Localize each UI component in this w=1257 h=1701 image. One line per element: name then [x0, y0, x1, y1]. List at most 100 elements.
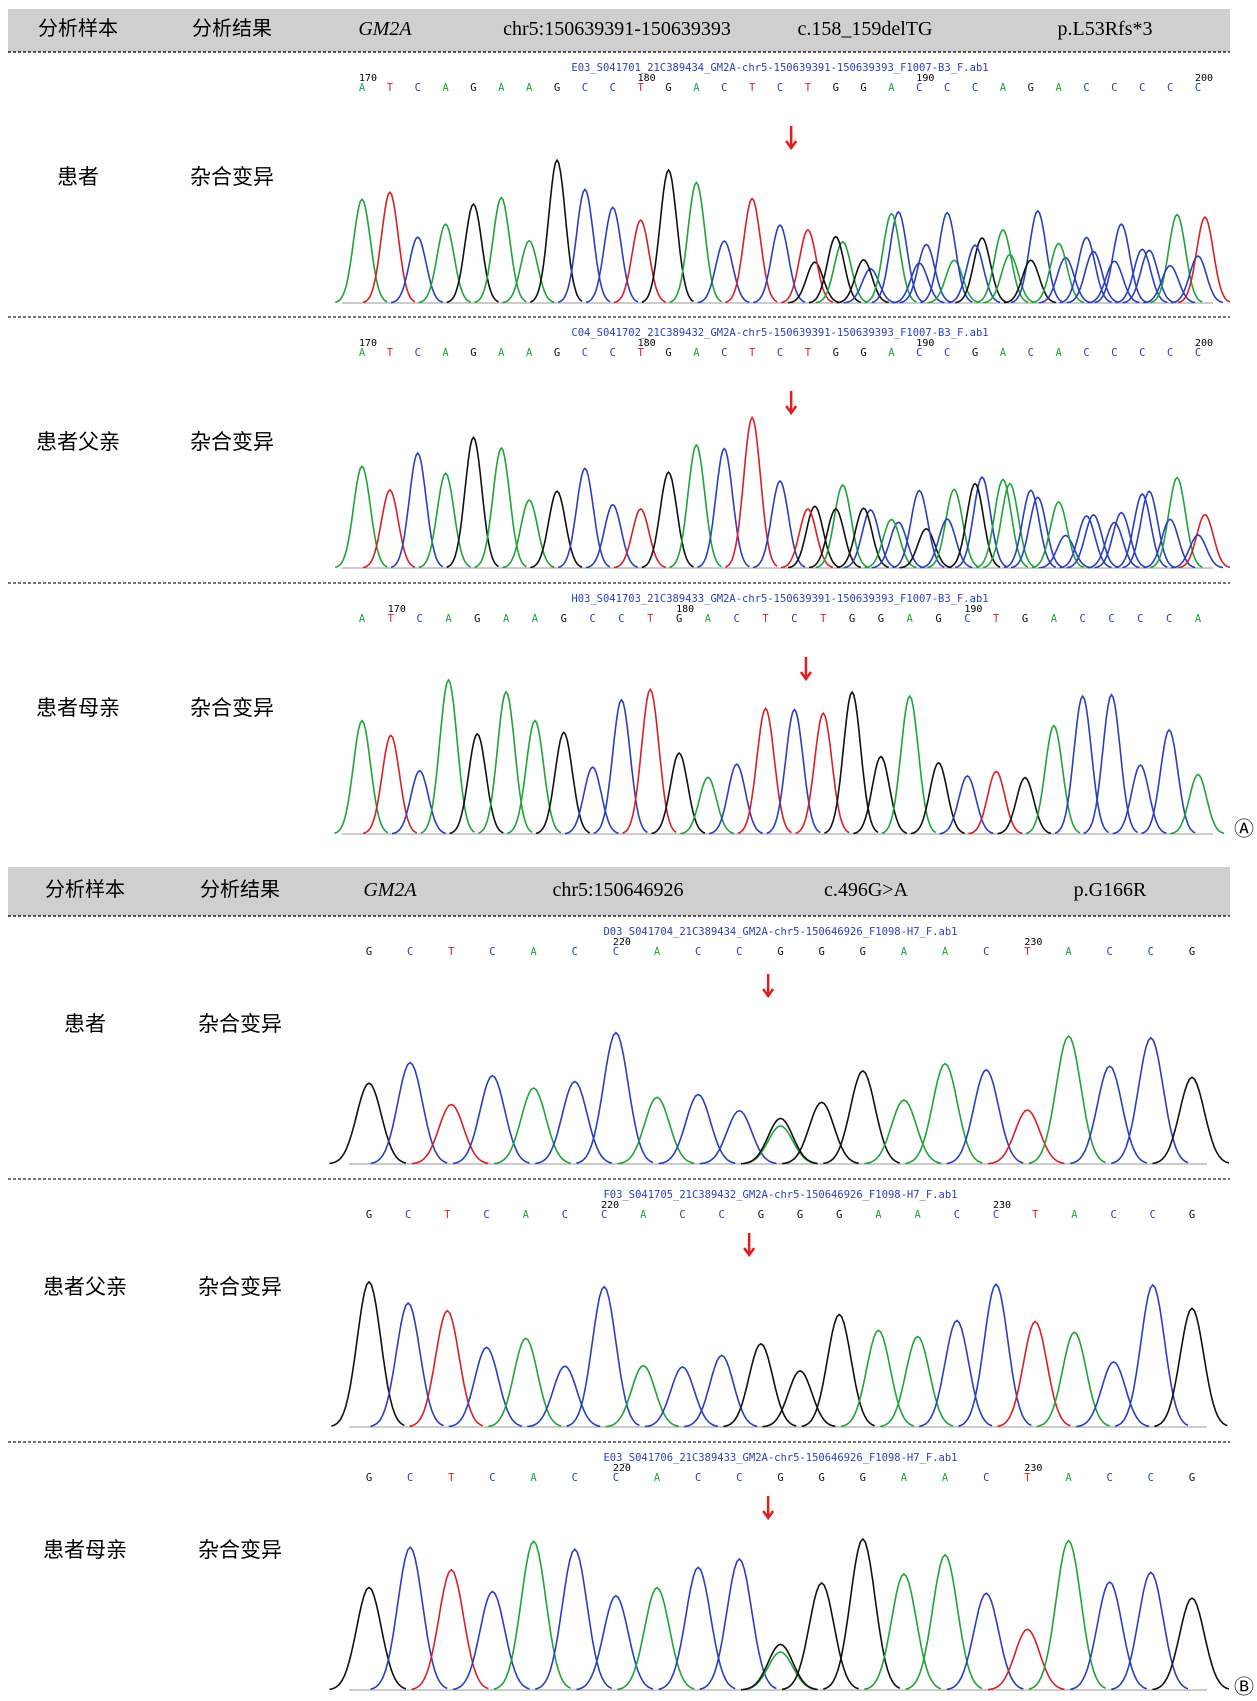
- base: C: [1110, 1209, 1116, 1221]
- base: G: [972, 347, 978, 359]
- base: T: [387, 347, 394, 359]
- peak: [767, 710, 821, 834]
- base: C: [1083, 82, 1089, 94]
- base: A: [915, 1209, 922, 1221]
- base: G: [833, 82, 839, 94]
- peak: [558, 189, 610, 302]
- peak: [741, 1644, 818, 1689]
- base: A: [901, 946, 908, 958]
- position: 220: [601, 1200, 619, 1211]
- result: 杂合变异: [190, 430, 274, 454]
- base: T: [444, 1209, 451, 1221]
- base: T: [749, 347, 756, 359]
- peak: [753, 481, 805, 568]
- base: C: [572, 946, 578, 958]
- base: A: [888, 347, 895, 359]
- peak: [1170, 775, 1224, 834]
- base: C: [734, 613, 740, 625]
- result: 杂合变异: [190, 696, 274, 720]
- base: C: [777, 82, 783, 94]
- sample: 患者母亲: [43, 1538, 127, 1562]
- base: C: [1148, 946, 1154, 958]
- base: T: [820, 613, 827, 625]
- peak: [558, 468, 610, 567]
- result: 杂合变异: [198, 1012, 282, 1036]
- peak: [642, 472, 694, 567]
- base: C: [719, 1209, 725, 1221]
- peak: [700, 1111, 777, 1164]
- base: G: [366, 1209, 372, 1221]
- position: 200: [1195, 338, 1213, 349]
- peak: [958, 1284, 1031, 1426]
- base: C: [1167, 347, 1173, 359]
- position: 190: [916, 338, 934, 349]
- base: G: [878, 613, 884, 625]
- base: T: [387, 82, 394, 94]
- base: T: [993, 613, 1000, 625]
- base: C: [983, 946, 989, 958]
- peak: [419, 473, 471, 567]
- peak: [882, 696, 936, 833]
- peak: [614, 509, 666, 568]
- peak: [1029, 1036, 1106, 1163]
- base: T: [805, 347, 812, 359]
- peak: [331, 1282, 404, 1426]
- base: G: [1022, 613, 1028, 625]
- peak: [453, 1592, 530, 1690]
- figure: 分析样本分析结果GM2Achr5:150639391-150639393c.15…: [0, 0, 1257, 1701]
- peak: [698, 241, 750, 303]
- base: T: [749, 82, 756, 94]
- base: T: [448, 946, 455, 958]
- position: 190: [964, 604, 982, 615]
- peak: [788, 262, 840, 303]
- base: C: [1107, 1472, 1113, 1484]
- header-cell: 分析样本: [45, 878, 125, 901]
- base: A: [532, 613, 539, 625]
- result: 杂合变异: [198, 1275, 282, 1299]
- peak: [606, 1366, 679, 1427]
- base: A: [503, 613, 510, 625]
- base: C: [1139, 347, 1145, 359]
- position: 230: [1024, 1463, 1042, 1474]
- peak: [479, 692, 533, 833]
- base: A: [445, 613, 452, 625]
- base: C: [777, 347, 783, 359]
- peak: [738, 709, 792, 834]
- peak: [947, 1593, 1024, 1689]
- base: A: [442, 82, 449, 94]
- header-cell: 分析结果: [200, 878, 280, 901]
- base: C: [721, 82, 727, 94]
- base: A: [888, 82, 895, 94]
- base: C: [618, 613, 624, 625]
- trace-file: D03_S041704_21C389434_GM2A-chr5-15064692…: [603, 926, 957, 938]
- base: A: [1195, 613, 1202, 625]
- position: 230: [1024, 937, 1042, 948]
- peak: [782, 1583, 859, 1690]
- base: C: [736, 946, 742, 958]
- peak: [893, 491, 945, 568]
- peak: [809, 237, 861, 303]
- base: G: [554, 82, 560, 94]
- base: A: [693, 347, 700, 359]
- header-cell: chr5:150646926: [552, 879, 683, 901]
- base: C: [1108, 613, 1114, 625]
- base: A: [526, 82, 533, 94]
- base: G: [1189, 946, 1195, 958]
- peak: [371, 1303, 444, 1426]
- peak: [865, 520, 917, 568]
- peak: [670, 183, 722, 303]
- sample: 患者: [57, 165, 99, 189]
- base: G: [474, 613, 480, 625]
- base: A: [442, 347, 449, 359]
- base: C: [489, 946, 495, 958]
- base: A: [1056, 82, 1063, 94]
- peak: [1037, 1332, 1110, 1426]
- peak: [567, 1287, 640, 1427]
- peak: [412, 1105, 489, 1164]
- peak: [614, 220, 666, 302]
- peak: [453, 1076, 530, 1164]
- base: A: [907, 613, 914, 625]
- peak: [1004, 260, 1056, 303]
- base: A: [705, 613, 712, 625]
- peak: [334, 721, 388, 834]
